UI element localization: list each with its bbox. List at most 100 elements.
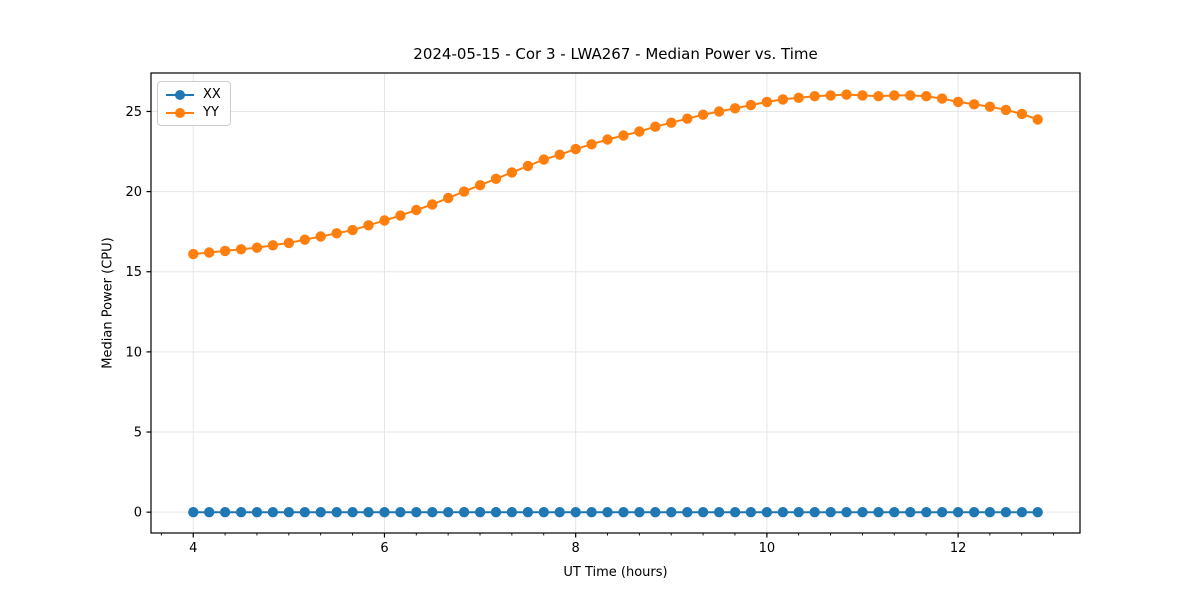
series-yy-marker	[745, 99, 757, 111]
x-axis-label: UT Time (hours)	[563, 565, 668, 580]
series-yy-marker	[251, 242, 263, 253]
series-xx-marker	[793, 507, 804, 518]
series-yy-marker	[952, 96, 964, 108]
y-tick-label: 10	[125, 345, 142, 360]
series-yy-marker	[793, 92, 804, 104]
legend-item-yy: YY	[165, 105, 221, 120]
series-xx-marker	[267, 507, 279, 518]
series-xx-marker	[873, 507, 884, 518]
legend-item-xx: XX	[165, 87, 221, 102]
series-xx-marker	[857, 507, 868, 518]
series-yy-marker	[235, 244, 247, 255]
series-yy-marker	[347, 224, 358, 236]
series-xx-marker	[219, 507, 231, 518]
series-xx-marker	[379, 507, 390, 518]
series-yy-marker	[427, 199, 438, 210]
series-xx-marker	[777, 507, 789, 518]
series-yy-marker	[936, 93, 948, 104]
series-xx-marker	[697, 507, 709, 518]
series-xx-marker	[363, 507, 374, 518]
series-xx-marker	[984, 507, 996, 518]
series-xx-marker	[443, 507, 454, 518]
series-yy-marker	[713, 106, 725, 117]
series-yy-marker	[697, 109, 709, 120]
series-yy-marker	[777, 94, 789, 105]
series-xx-marker	[1032, 507, 1043, 518]
series-xx-marker	[921, 507, 932, 518]
series-yy-marker	[443, 192, 454, 204]
series-yy-marker	[650, 121, 661, 132]
x-tick-label: 6	[380, 541, 388, 556]
series-yy-marker	[666, 117, 677, 128]
series-yy-marker	[984, 101, 996, 112]
series-xx-marker	[522, 507, 534, 518]
series-yy-marker	[602, 134, 613, 145]
series-xx-marker	[235, 507, 247, 518]
series-yy-marker	[283, 237, 295, 249]
series-xx-marker	[331, 507, 342, 518]
legend-label-yy: YY	[203, 105, 219, 120]
series-xx-marker	[395, 507, 406, 518]
series-xx-marker	[841, 507, 852, 518]
series-yy-marker	[490, 173, 502, 184]
series-yy-marker	[331, 228, 342, 239]
x-tick-label: 10	[759, 541, 776, 556]
series-yy-marker	[729, 103, 741, 114]
series-yy-marker	[618, 130, 629, 141]
series-yy-marker	[299, 234, 310, 245]
series-yy-marker	[873, 91, 884, 102]
x-tick-label: 12	[950, 541, 967, 556]
series-xx-marker	[952, 507, 964, 518]
y-tick-label: 25	[125, 105, 142, 120]
series-yy-marker	[379, 215, 390, 226]
series-xx-marker	[889, 507, 900, 518]
legend: XX YY	[157, 81, 231, 126]
series-xx-marker	[283, 507, 295, 518]
series-yy-marker	[204, 247, 215, 258]
series-xx-marker	[347, 507, 358, 518]
series-xx-marker	[713, 507, 725, 518]
series-xx-marker	[299, 507, 310, 518]
series-yy-marker	[538, 154, 549, 165]
series-yy-marker	[522, 160, 534, 172]
series-xx-marker	[650, 507, 661, 518]
y-tick-label: 5	[134, 426, 142, 441]
series-yy-marker	[968, 99, 980, 110]
series-yy-marker	[554, 149, 565, 160]
series-xx-marker	[315, 507, 326, 518]
series-yy-marker	[809, 91, 820, 102]
series-yy-marker	[363, 220, 374, 231]
series-xx-marker	[825, 507, 836, 518]
legend-sample-line-xx-icon	[166, 89, 194, 100]
series-xx-marker	[1016, 507, 1028, 518]
series-xx-marker	[251, 507, 263, 518]
y-tick-label: 20	[125, 185, 142, 200]
y-tick-label: 0	[134, 506, 142, 521]
series-xx-marker	[188, 507, 199, 518]
series-yy-marker	[411, 204, 422, 216]
series-yy-marker	[219, 245, 231, 257]
series-xx-marker	[570, 507, 581, 518]
series-yy-marker	[825, 90, 836, 101]
x-tick-label: 8	[572, 541, 580, 556]
series-xx-marker	[745, 507, 757, 518]
series-yy-marker	[905, 90, 916, 101]
series-xx-marker	[427, 507, 438, 518]
series-xx-marker	[538, 507, 549, 518]
series-xx-marker	[490, 507, 502, 518]
series-xx-marker	[618, 507, 629, 518]
series-yy-marker	[921, 91, 932, 102]
series-xx-marker	[411, 507, 422, 518]
series-yy-marker	[761, 96, 773, 108]
series-xx-marker	[474, 507, 486, 518]
series-xx-marker	[905, 507, 916, 518]
legend-sample-line-yy-icon	[166, 107, 194, 118]
series-xx-marker	[936, 507, 948, 518]
y-axis-label: Median Power (CPU)	[100, 237, 116, 369]
series-yy-marker	[889, 90, 900, 101]
series-yy-marker	[458, 186, 470, 197]
series-xx-marker	[602, 507, 613, 518]
chart-title: 2024-05-15 - Cor 3 - LWA267 - Median Pow…	[413, 45, 818, 63]
